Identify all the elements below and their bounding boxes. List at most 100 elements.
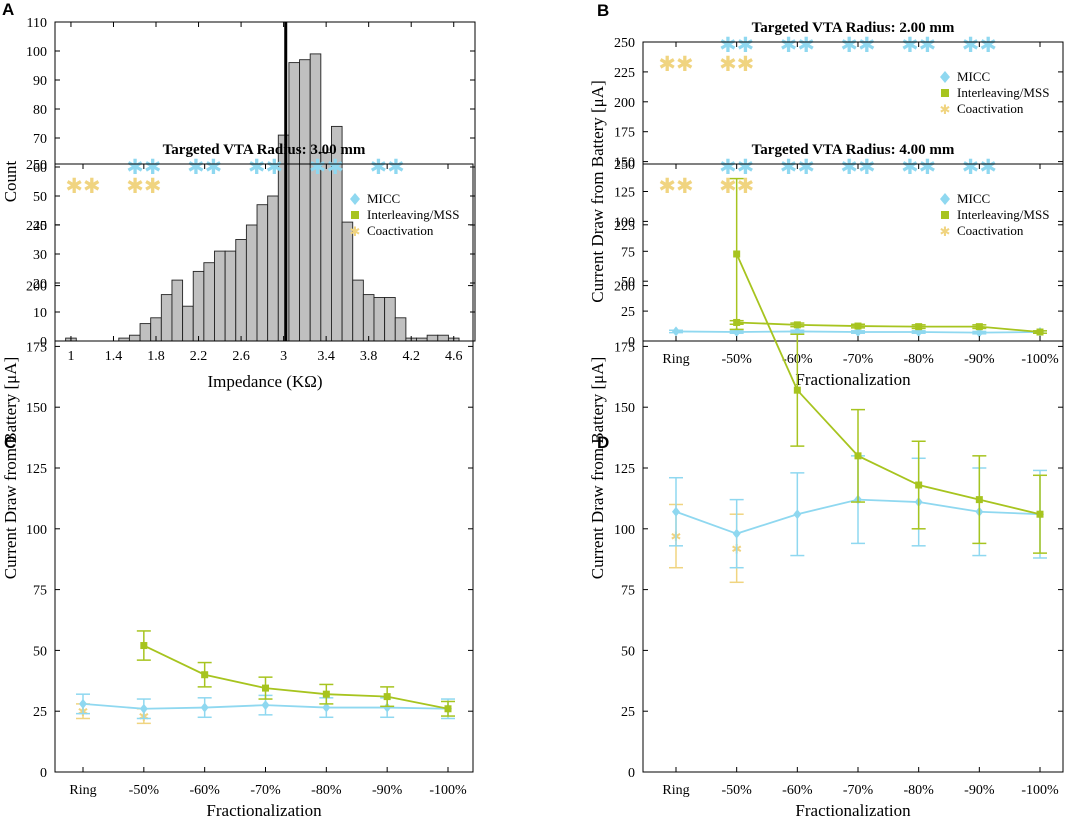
significance-stars: ✱✱	[126, 174, 161, 198]
y-tick-label: 75	[33, 584, 47, 599]
histogram-bar	[288, 62, 301, 342]
mss-data-point	[322, 690, 330, 698]
y-tick-label: 125	[614, 462, 635, 477]
histogram-bar	[192, 270, 205, 342]
y-tick-label: 125	[614, 186, 635, 201]
histogram-bar	[139, 323, 152, 342]
chart-title: Targeted VTA Radius: 2.00 mm	[752, 20, 955, 36]
y-tick-label: 50	[621, 275, 635, 290]
mss-data-point	[733, 250, 741, 258]
y-tick-label: 80	[33, 103, 47, 118]
y-tick-label: 0	[40, 335, 47, 350]
y-tick-label: 20	[33, 277, 47, 292]
histogram-bar	[362, 294, 375, 342]
panel-label: C	[4, 433, 16, 452]
y-tick-label: 10	[33, 306, 47, 321]
legend-label: MICC	[957, 191, 990, 206]
legend-micc-swatch	[940, 193, 950, 205]
histogram-bar	[182, 305, 194, 342]
histogram-bar	[214, 250, 226, 342]
y-tick-label: 100	[26, 45, 47, 60]
x-tick-label: 3.4	[317, 349, 335, 364]
x-tick-label: 1	[67, 349, 74, 364]
y-tick-label: 50	[621, 644, 635, 659]
histogram-bar	[320, 152, 332, 342]
y-tick-label: 175	[614, 340, 635, 355]
mss-data-point	[793, 321, 801, 329]
micc-data-point	[672, 506, 680, 517]
histogram-bar	[171, 279, 184, 342]
y-tick-label: 50	[33, 190, 47, 205]
x-tick-label: -80%	[311, 783, 342, 798]
y-tick-label: 100	[614, 215, 635, 230]
x-tick-label: -90%	[964, 783, 995, 798]
micc-data-point	[139, 703, 148, 714]
y-tick-label: 250	[614, 36, 635, 51]
histogram-bar	[245, 224, 258, 342]
x-tick-label: -100%	[1021, 783, 1059, 798]
histogram-bar	[256, 204, 269, 342]
legend-label: Coactivation	[367, 223, 434, 238]
y-tick-label: 150	[26, 401, 47, 416]
y-axis-title: Current Draw from Battery [μA]	[1, 357, 20, 580]
mss-data-point	[854, 322, 862, 330]
micc-data-point	[200, 702, 209, 713]
histogram-bar	[235, 239, 247, 342]
x-tick-label: 1.4	[105, 349, 123, 364]
histogram-bar	[299, 59, 311, 342]
x-tick-label: -100%	[429, 783, 467, 798]
y-tick-label: 40	[33, 219, 47, 234]
legend-mss-swatch	[941, 89, 949, 97]
x-axis-title: Fractionalization	[206, 801, 322, 818]
y-tick-label: 175	[614, 126, 635, 141]
y-tick-label: 225	[614, 66, 635, 81]
significance-stars: ✱✱	[65, 174, 100, 198]
y-tick-label: 90	[33, 74, 47, 89]
micc-data-point	[79, 698, 87, 709]
mss-data-point	[140, 642, 148, 650]
legend-label: Interleaving/MSS	[957, 207, 1049, 222]
micc-data-point	[793, 509, 802, 520]
micc-data-point	[732, 528, 741, 539]
plot-frame	[642, 163, 1064, 773]
y-axis-title: Current Draw from Battery [μA]	[588, 357, 607, 580]
mss-series-line	[736, 321, 1041, 333]
x-tick-label: 1.8	[147, 349, 165, 364]
mss-data-point	[262, 684, 269, 692]
y-tick-label: 75	[621, 584, 635, 599]
mss-data-point	[383, 693, 391, 701]
legend-micc-swatch	[940, 71, 950, 83]
x-tick-label: -60%	[782, 783, 813, 798]
micc-data-point	[322, 702, 331, 713]
mss-data-point	[975, 323, 983, 331]
x-tick-label: -70%	[843, 783, 874, 798]
mss-data-point	[1036, 328, 1044, 336]
y-tick-label: 75	[621, 245, 635, 260]
y-tick-label: 150	[614, 401, 635, 416]
mss-data-point	[793, 386, 801, 394]
y-tick-label: 175	[26, 340, 47, 355]
y-tick-label: 200	[614, 280, 635, 295]
x-tick-label: Ring	[662, 352, 689, 367]
mss-data-point	[201, 671, 209, 679]
y-tick-label: 110	[27, 16, 47, 31]
mss-data-point	[1036, 510, 1044, 518]
x-tick-label: -50%	[722, 352, 753, 367]
panel-a: 1 1.4 1.8 2.2 2.6 3 3.4 3.8 4.2 4.6 0 10 20 30 40 50 60 7…	[1, 0, 476, 391]
y-axis-title: Current Draw from Battery [μA]	[588, 80, 607, 303]
legend-label: Coactivation	[957, 101, 1024, 116]
x-axis-title: Fractionalization	[795, 370, 911, 389]
legend-coact-swatch: ✱	[940, 103, 951, 118]
panel-label: B	[597, 1, 609, 20]
micc-data-point	[383, 702, 392, 713]
histogram-bar	[160, 294, 173, 342]
y-tick-label: 150	[614, 156, 635, 171]
y-tick-label: 250	[614, 158, 635, 173]
histogram-bar	[224, 250, 237, 342]
histogram-bar	[384, 297, 396, 342]
panel-label: A	[2, 0, 14, 19]
